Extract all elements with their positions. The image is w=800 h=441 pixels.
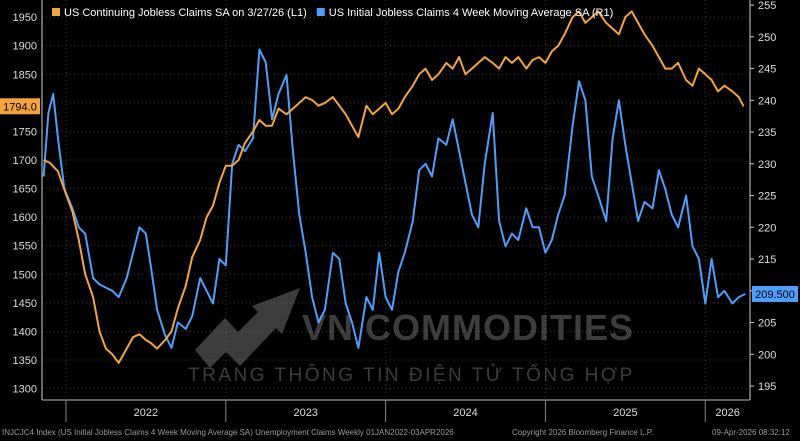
- last-value-badge-left: [0, 98, 40, 115]
- watermark-title: VN COMMODITIES: [302, 307, 634, 348]
- left-tick-label: 1850: [13, 69, 37, 81]
- left-tick-label: 1950: [13, 12, 37, 24]
- footer-source: INJCJC4 Index (US Initial Jobless Claims…: [2, 428, 454, 437]
- right-tick-label: 245: [758, 64, 776, 76]
- legend-label: US Initial Jobless Claims 4 Week Moving …: [329, 7, 614, 19]
- legend: US Continuing Jobless Claims SA on 3/27/…: [52, 7, 613, 19]
- x-tick-label: 2023: [293, 407, 317, 419]
- watermark-subtitle: TRANG THÔNG TIN ĐIỆN TỬ TỔNG HỢP: [188, 364, 635, 386]
- initial-claims-line: [42, 48, 746, 349]
- footer-copyright: Copyright 2026 Bloomberg Finance L.P.: [512, 428, 654, 437]
- right-tick-label: 250: [758, 32, 776, 44]
- last-value-labels: 209.500 1794.0: [0, 98, 798, 302]
- last-value-left: 1794.0: [3, 101, 37, 113]
- last-value-right: 209.500: [755, 289, 795, 301]
- right-tick-label: 205: [758, 318, 776, 330]
- right-tick-label: 230: [758, 159, 776, 171]
- left-tick-label: 1700: [13, 155, 37, 167]
- x-axis-strip: [42, 400, 750, 426]
- left-tick-label: 1450: [13, 298, 37, 310]
- right-tick-label: 225: [758, 191, 776, 203]
- x-axis: 2022 2023 2024 2025 2026: [134, 407, 740, 419]
- continuing-claims-line: [43, 10, 745, 364]
- right-tick-label: 200: [758, 349, 776, 361]
- right-tick-label: 235: [758, 127, 776, 139]
- series-lines: [42, 10, 746, 364]
- left-tick-label: 1600: [13, 212, 37, 224]
- left-tick-label: 1350: [13, 355, 37, 367]
- legend-label: US Continuing Jobless Claims SA on 3/27/…: [64, 7, 307, 19]
- left-tick-label: 1650: [13, 184, 37, 196]
- footer-timestamp: 09-Apr-2026 08:32:12: [712, 428, 790, 437]
- legend-swatch: [52, 8, 60, 16]
- left-tick-label: 1500: [13, 269, 37, 281]
- x-tick-label: 2025: [613, 407, 637, 419]
- right-tick-label: 195: [758, 381, 776, 393]
- x-axis-band: [42, 399, 750, 426]
- left-tick-label: 1550: [13, 241, 37, 253]
- left-tick-label: 1750: [13, 126, 37, 138]
- right-tick-label: 240: [758, 95, 776, 107]
- right-tick-label: 255: [758, 0, 776, 12]
- x-tick-label: 2024: [453, 407, 477, 419]
- gridlines: [42, 0, 750, 400]
- right-tick-label: 220: [758, 222, 776, 234]
- right-tick-label: 215: [758, 254, 776, 266]
- x-tick-label: 2022: [134, 407, 158, 419]
- legend-swatch: [316, 8, 325, 16]
- watermark-logo-icon: [195, 288, 300, 368]
- x-tick-label: 2026: [715, 407, 739, 419]
- left-tick-label: 1400: [13, 326, 37, 338]
- last-value-badge-right: [752, 285, 798, 302]
- left-tick-label: 1300: [13, 384, 37, 396]
- left-tick-label: 1900: [13, 41, 37, 53]
